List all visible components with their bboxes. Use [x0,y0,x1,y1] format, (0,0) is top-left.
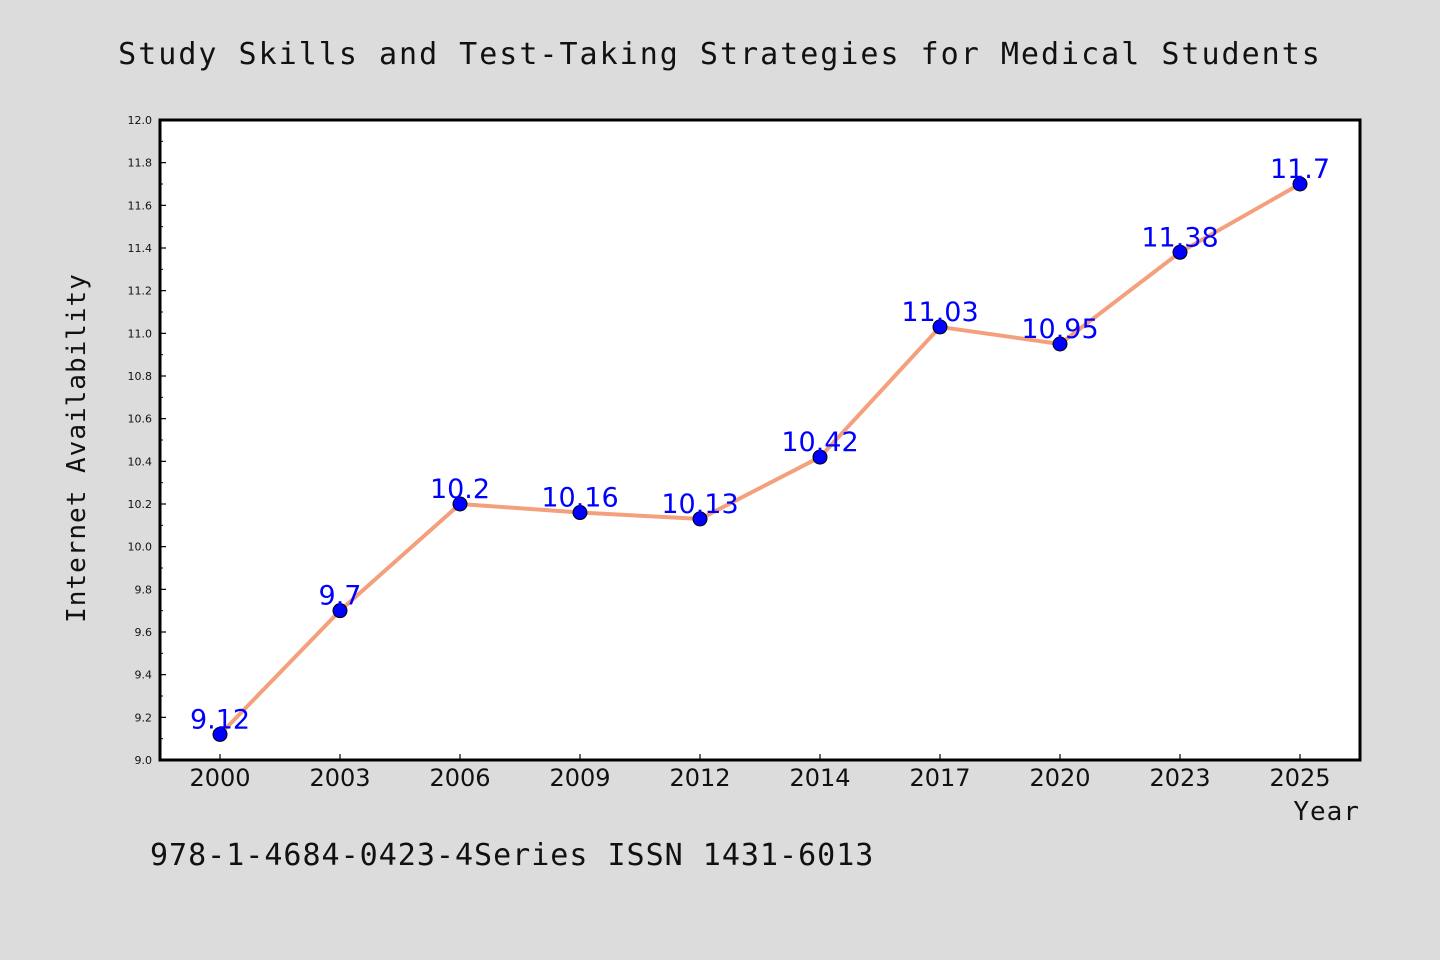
x-tick-label: 2020 [1029,764,1090,792]
y-axis-label: Internet Availability [62,273,92,623]
data-label: 11.7 [1270,154,1330,185]
footer-text: 978-1-4684-0423-4Series ISSN 1431-6013 [150,838,874,873]
x-tick-label: 2000 [189,764,250,792]
data-label: 11.03 [901,297,978,328]
y-tick-label: 9.0 [135,754,153,767]
data-point [692,511,708,527]
y-tick-label: 11.6 [128,199,153,212]
x-tick-label: 2012 [669,764,730,792]
data-point [332,603,348,619]
data-label: 10.95 [1021,314,1098,345]
series-line [218,182,1302,737]
y-tick-label: 10.0 [128,541,153,554]
y-tick-label: 11.0 [128,327,153,340]
data-label: 11.38 [1141,222,1218,253]
chart-title: Study Skills and Test-Taking Strategies … [118,37,1322,72]
data-point [812,449,828,465]
data-label: 9.12 [190,704,250,735]
x-tick-label: 2003 [309,764,370,792]
y-tick-label: 9.8 [135,583,153,596]
y-tick-label: 11.2 [128,285,153,298]
data-point [1292,176,1308,192]
data-point [452,496,468,512]
data-point [212,726,228,742]
data-label: 10.42 [781,427,858,458]
y-tick-label: 10.4 [128,455,153,468]
y-tick-label: 10.8 [128,370,153,383]
data-label: 10.2 [430,474,490,505]
y-tick-label: 9.6 [135,626,153,639]
y-tick-label: 12.0 [128,114,153,127]
data-label: 9.7 [319,581,362,612]
data-point [1052,336,1068,352]
x-tick-label: 2025 [1269,764,1330,792]
data-point [572,505,588,521]
data-label: 10.16 [541,483,618,514]
x-tick-label: 2009 [549,764,610,792]
y-tick-label: 11.8 [128,157,153,170]
data-point [1172,244,1188,260]
series-layer [212,176,1308,742]
y-axis: 9.0 9.2 9.4 9.6 9.8 10.0 10.2 10.4 10.6 10.8 11.0 1… [128,114,166,767]
plot-area [158,118,1362,762]
x-tick-label: 2017 [909,764,970,792]
data-label: 10.13 [661,489,738,520]
x-tick-label: 2014 [789,764,850,792]
y-tick-label: 11.4 [128,242,153,255]
x-axis: 2000 2003 2006 2009 2012 2014 2017 2020 2023 2025 [189,754,1331,792]
data-label-layer: 9.12 9.7 10.2 10.16 10.13 10.42 11.03 10.95 11.3… [190,154,1330,735]
x-axis-label: Year [1293,797,1360,827]
y-tick-label: 9.4 [135,669,153,682]
x-tick-label: 2006 [429,764,490,792]
x-tick-label: 2023 [1149,764,1210,792]
data-point [932,319,948,335]
y-tick-label: 10.6 [128,413,153,426]
y-tick-label: 10.2 [128,498,153,511]
y-tick-label: 9.2 [135,711,153,724]
